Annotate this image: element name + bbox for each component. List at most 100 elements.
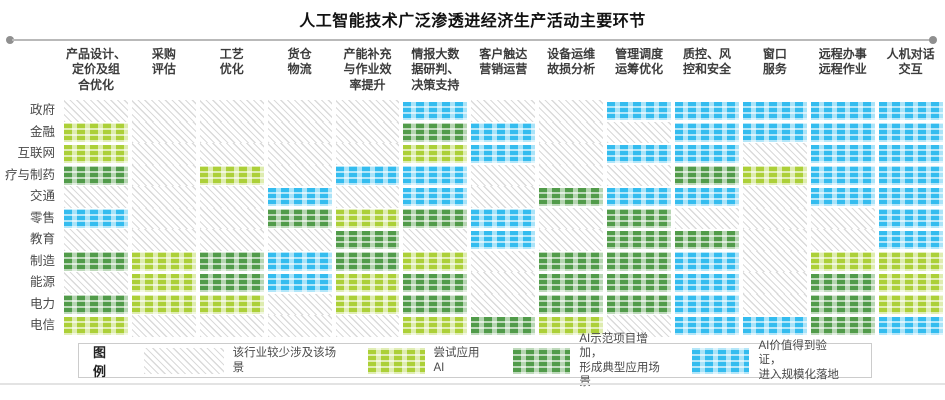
gingham-pattern-level2 (675, 230, 739, 249)
hatch-pattern (742, 186, 807, 208)
heatmap-cell-r1-c13 (877, 100, 945, 122)
gingham-pattern-level1 (64, 123, 128, 142)
gingham-pattern-level3 (675, 273, 739, 292)
heatmap-cell-r9-c11 (741, 272, 809, 294)
divider-left-dot (6, 36, 14, 44)
heatmap-cell-r1-c8 (537, 100, 605, 122)
heatmap-cell-r6-c6 (401, 208, 469, 230)
hatch-pattern (539, 164, 604, 186)
hatch-pattern (131, 229, 196, 251)
heatmap-cell-r10-c4 (266, 293, 334, 315)
heatmap-cell-r11-c4 (266, 315, 334, 337)
heatmap-cell-r3-c12 (809, 143, 877, 165)
heatmap-cell-r10-c9 (605, 294, 673, 316)
heatmap-cell-r8-c5 (334, 251, 402, 273)
heatmap-cell-r7-c1 (62, 229, 130, 251)
heatmap-cell-r3-c3 (198, 143, 266, 165)
heatmap-cell-r4-c11 (741, 165, 809, 187)
gingham-pattern-level2 (607, 295, 672, 314)
gingham-pattern-level3 (675, 123, 739, 142)
heatmap-cell-r9-c6 (401, 272, 469, 294)
heatmap-cell-r6-c4 (266, 208, 334, 230)
gingham-pattern-level2 (539, 273, 604, 292)
heatmap-cell-r7-c9 (605, 229, 673, 251)
column-header-6: 情报大数 据研判、 决策支持 (411, 47, 460, 92)
heatmap-cell-r1-c3 (198, 100, 266, 122)
gingham-pattern-level1 (64, 144, 128, 163)
gingham-pattern-level3 (810, 123, 875, 142)
hatch-pattern (267, 315, 332, 337)
heatmap-cell-r8-c7 (469, 250, 537, 272)
row-label-10: 电力 (29, 296, 55, 311)
heatmap-cell-r2-c13 (877, 122, 945, 144)
heatmap-cell-r11-c2 (130, 315, 198, 337)
gingham-pattern-level2 (607, 273, 672, 292)
gingham-pattern-level3 (810, 101, 875, 120)
heatmap-cell-r9-c2 (130, 272, 198, 294)
gingham-pattern-level2 (403, 123, 468, 142)
gingham-pattern-level1 (335, 273, 400, 292)
gingham-pattern-level3 (471, 230, 536, 249)
gingham-pattern-level1 (742, 166, 807, 185)
gingham-pattern-level3 (403, 101, 468, 120)
column-header-1: 产品设计、 定价及组 合优化 (65, 47, 126, 92)
gingham-pattern-level1 (403, 252, 468, 271)
heatmap-cell-r1-c7 (469, 100, 537, 122)
gingham-pattern-level1 (878, 252, 943, 271)
row-label-2: 金融 (29, 124, 55, 139)
column-header-7: 客户触达 营销运营 (479, 47, 528, 77)
heatmap-cell-r3-c9 (605, 143, 673, 165)
legend-label-level3: AI价值得到验证， 进入规模化落地 (758, 339, 839, 381)
heatmap-cell-r11-c5 (334, 315, 402, 337)
gingham-pattern-level1 (403, 144, 468, 163)
heatmap-cell-r1-c4 (266, 100, 334, 122)
row-label-1: 政府 (29, 103, 55, 117)
legend-swatch-level0 (143, 347, 224, 374)
gingham-pattern-level3 (742, 123, 807, 142)
gingham-pattern-level3 (607, 144, 672, 163)
hatch-pattern (131, 186, 196, 208)
heatmap-cell-r1-c11 (741, 100, 809, 122)
legend-label-level1: 尝试应用AI (433, 347, 480, 374)
gingham-pattern-level2 (539, 252, 604, 271)
hatch-pattern (403, 229, 468, 251)
row-label-4: 疗与制药 (4, 167, 55, 182)
heatmap-cell-r5-c1 (62, 186, 130, 208)
gingham-pattern-level3 (471, 209, 536, 228)
heatmap-cell-r4-c1 (62, 165, 130, 187)
heatmap-cell-r6-c1 (62, 208, 130, 230)
hatch-pattern (742, 293, 807, 315)
hatch-pattern (607, 315, 672, 337)
hatch-pattern (64, 229, 128, 251)
gingham-pattern-level3 (607, 187, 672, 206)
heatmap-cell-r4-c10 (673, 165, 741, 187)
legend-label-level0: 该行业较少涉及该场景 (232, 347, 337, 374)
legend-label-level2: AI示范项目增加， 形成典型应用场景 (579, 332, 660, 388)
gingham-pattern-level2 (607, 230, 672, 249)
row-label-5: 交通 (29, 189, 55, 203)
gingham-pattern-level2 (403, 209, 468, 228)
heatmap-cell-r2-c7 (469, 122, 537, 144)
heatmap-cell-r10-c10 (673, 294, 741, 316)
hatch-pattern (335, 100, 400, 122)
hatch-pattern (131, 143, 196, 165)
hatch-pattern (267, 100, 332, 122)
gingham-pattern-level2 (810, 316, 875, 335)
heatmap-cell-r4-c13 (877, 165, 945, 187)
gingham-pattern-level2 (607, 252, 672, 271)
heatmap-cell-r5-c2 (130, 186, 198, 208)
hatch-pattern (539, 121, 604, 143)
heatmap-cell-r1-c10 (673, 100, 741, 122)
hatch-pattern (199, 315, 264, 337)
heatmap-cell-r4-c5 (334, 165, 402, 187)
corner-spacer (0, 44, 62, 100)
legend-swatch-level3 (692, 347, 750, 374)
gingham-pattern-level3 (675, 187, 739, 206)
gingham-pattern-level3 (403, 187, 468, 206)
hatch-pattern (742, 207, 807, 229)
heatmap-cell-r7-c4 (266, 229, 334, 251)
gingham-pattern-level3 (267, 273, 332, 292)
gingham-pattern-level3 (878, 166, 943, 185)
gingham-pattern-level3 (403, 166, 468, 185)
heatmap-cell-r3-c4 (266, 143, 334, 165)
